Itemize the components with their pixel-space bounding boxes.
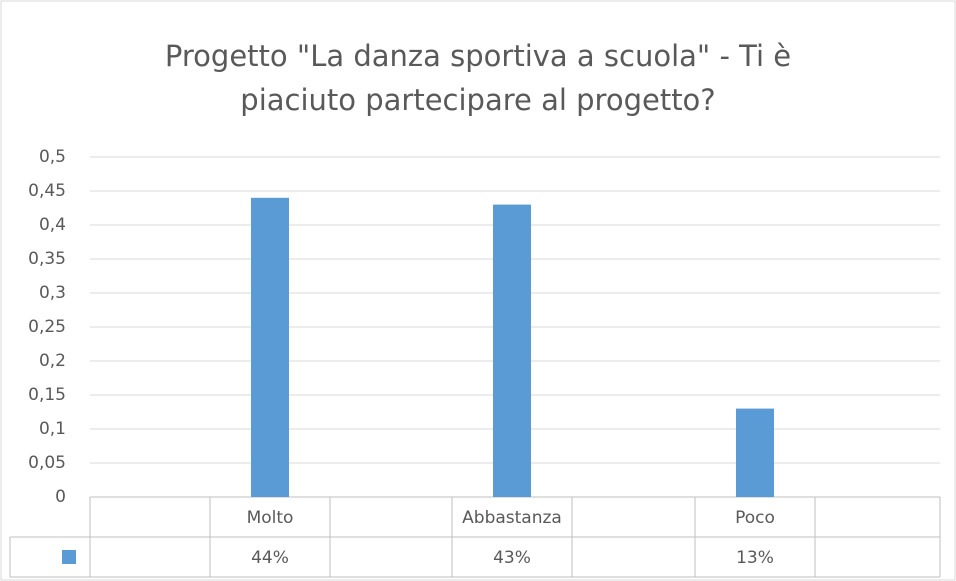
y-tick-label: 0,15	[28, 385, 66, 405]
data-label: 13%	[736, 548, 774, 568]
bar	[493, 204, 531, 497]
data-label: 44%	[251, 548, 289, 568]
y-tick-label: 0,45	[28, 181, 66, 201]
y-tick-label: 0,4	[39, 215, 66, 235]
y-tick-label: 0,1	[39, 419, 66, 439]
y-tick-label: 0,25	[28, 317, 66, 337]
y-tick-label: 0	[55, 487, 66, 507]
x-tick-label: Molto	[247, 508, 294, 528]
x-tick-label: Abbastanza	[462, 508, 562, 528]
y-tick-label: 0,05	[28, 453, 66, 473]
legend-key	[62, 550, 76, 564]
bar	[251, 197, 289, 498]
y-tick-label: 0,5	[39, 147, 66, 167]
y-tick-label: 0,3	[39, 283, 66, 303]
chart-title: Progetto "La danza sportiva a scuola" - …	[164, 39, 792, 117]
x-tick-label: Poco	[735, 508, 775, 528]
y-tick-label: 0,2	[39, 351, 66, 371]
data-label: 43%	[493, 548, 531, 568]
y-tick-label: 0,35	[28, 249, 66, 269]
bar	[736, 408, 774, 497]
